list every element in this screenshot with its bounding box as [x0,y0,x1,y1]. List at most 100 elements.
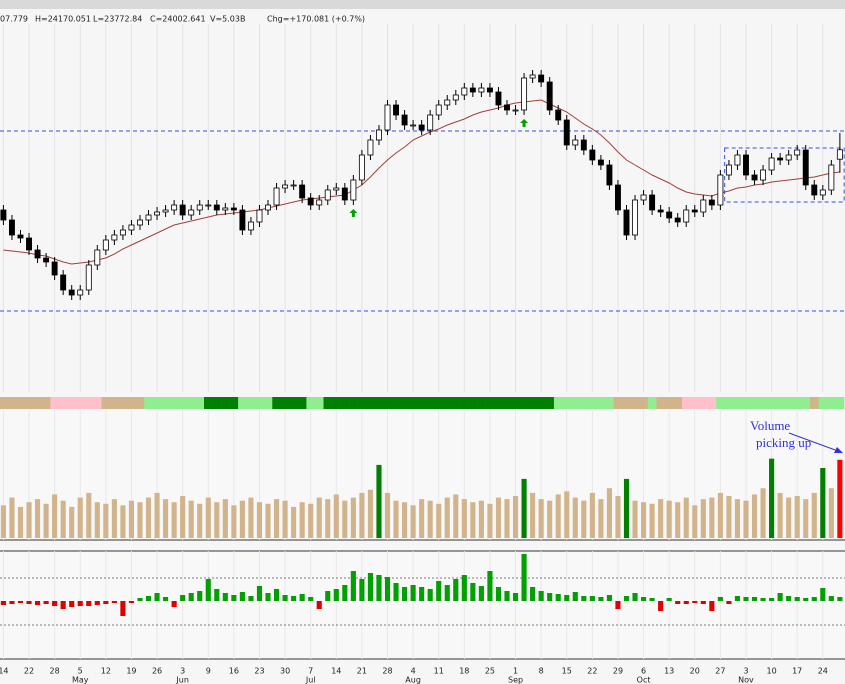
indicator-bar [0,601,6,605]
indicator-bar [325,591,331,601]
regime-cell [536,397,546,409]
candle-body [760,169,767,181]
regime-cell [605,397,614,409]
regime-cell [579,397,589,409]
x-tick-label: 3 [180,667,185,676]
indicator-bar [77,601,83,606]
regime-cell [263,397,273,409]
header-field: L=23772.84 [93,15,142,24]
indicator-bar [273,589,280,601]
annotation-arrow [788,432,839,452]
candle-body [452,94,459,101]
indicator-bar [572,592,578,601]
indicator-bar [359,579,365,601]
volume-bar [9,497,15,538]
regime-cell [332,397,341,409]
indicator-bar [564,595,570,601]
x-tick-label: 1 [513,667,518,676]
volume-bar [273,499,280,538]
volume-bar [709,497,715,538]
candle-body [358,154,365,181]
indicator-bar [316,601,322,609]
candle-body [529,74,536,79]
candle-body [649,194,656,211]
indicator-bar [60,601,66,609]
regime-cell [58,397,68,409]
volume-bar [69,506,75,538]
indicator-bar [171,601,177,607]
volume-bar [265,503,271,538]
indicator-bar [231,595,237,601]
volume-bar [43,503,49,538]
indicator-bar [675,601,681,604]
indicator-bar [86,601,92,606]
candle-body [683,209,690,223]
x-tick-label: 29 [613,667,623,676]
indicator-bar [683,601,689,604]
marks [0,70,845,616]
candle-body [128,224,135,231]
candle-body [461,87,468,96]
indicator-bar [410,585,416,601]
indicator-bar [589,596,595,601]
candle-body [205,204,212,207]
candle-body [469,87,476,93]
regime-cell [639,397,649,409]
indicator-bar [265,593,271,601]
candle-body [589,149,596,161]
regime-cell [246,397,256,409]
candle-body [802,149,809,186]
indicator-bar [658,601,664,611]
volume-bar [658,499,664,538]
indicator-bar [623,596,630,601]
candle-body [8,219,15,236]
candle-body [410,124,417,127]
indicator-bar [726,601,732,604]
regime-cell [323,397,333,409]
regime-cell [801,397,811,409]
labels: 07.779 H=24170.051 L=23772.84 C=24002.641 V=… [0,15,843,684]
volume-bar [256,502,263,538]
candle-body [444,99,451,106]
volume-bar [197,503,203,538]
regime-cell [818,397,828,409]
indicator-bar [760,598,766,601]
regime-cell [750,397,760,409]
volume-bar [598,499,604,538]
x-tick-label: 21 [357,667,367,676]
volume-bar [786,497,792,538]
header-field: V=5.03B [210,15,245,24]
candle-body [247,221,254,231]
header-field: C=24002.641 [150,15,206,24]
x-tick-label: 17 [792,667,802,676]
regime-cell [374,397,384,409]
regime-cell [827,397,836,409]
candle-body [478,87,485,93]
volume-bar [760,488,766,538]
regime-cell [588,397,597,409]
x-tick-label: 28 [382,667,392,676]
x-tick-label: 15 [562,667,572,676]
regime-cell [400,397,410,409]
regime-cell [699,397,708,409]
candle-body [606,164,613,186]
regime-cell [528,397,538,409]
regime-cell [417,397,427,409]
candle-body [725,164,732,176]
regime-cell [229,397,239,409]
regime-cell [195,397,205,409]
regime-cell [733,397,743,409]
indicator-bar [717,597,723,601]
volume-bar [359,492,365,538]
regime-cell [664,397,674,409]
indicator-bar [239,592,245,601]
indicator-bar [512,593,519,601]
candle-body [393,104,400,116]
volume-bar [171,502,177,538]
regime-cell [306,397,316,409]
candle-body [666,211,673,219]
regime-cell [681,397,691,409]
indicator-bar [103,601,109,604]
indicator-bar [530,587,536,601]
x-tick-label: 3 [743,667,748,676]
